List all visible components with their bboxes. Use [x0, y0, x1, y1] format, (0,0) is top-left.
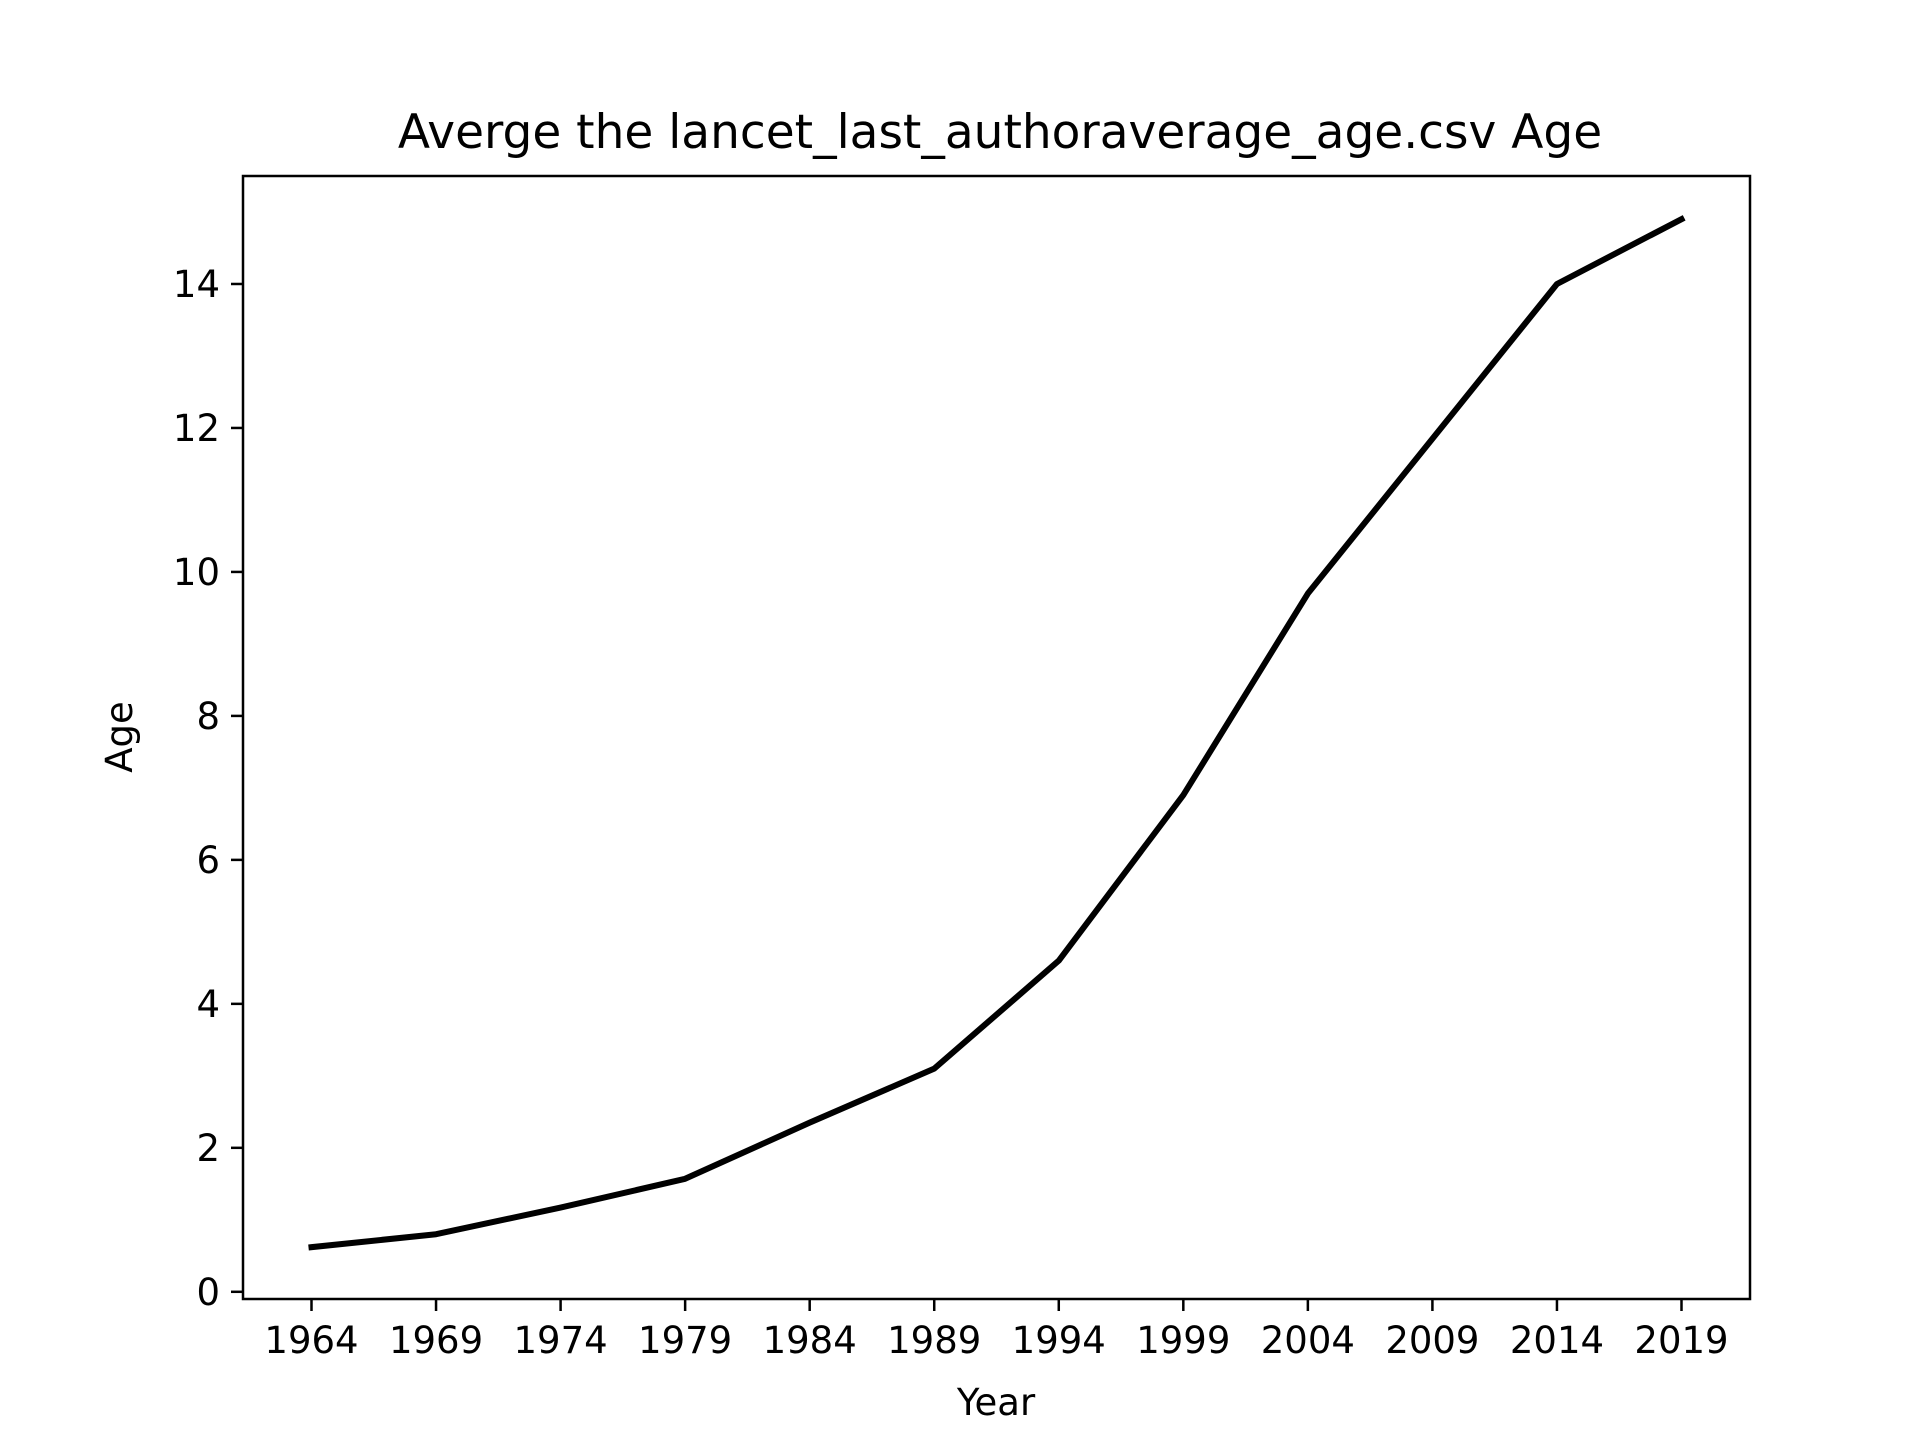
- data-point: [1556, 283, 1558, 285]
- y-tick-label: 2: [196, 1127, 220, 1170]
- x-tick-label: 1974: [514, 1319, 608, 1362]
- y-tick-label: 6: [196, 839, 220, 882]
- x-tick-label: 1969: [389, 1319, 483, 1362]
- data-point: [1681, 218, 1682, 220]
- y-tick-label: 14: [173, 263, 220, 306]
- series-line-0: [308, 215, 1686, 1251]
- x-tick-label: 2014: [1510, 1319, 1604, 1362]
- y-axis-label: Age: [98, 701, 141, 773]
- line-series-layer: [308, 215, 1686, 1251]
- y-tick-label: 8: [196, 695, 220, 738]
- y-tick-label: 0: [196, 1271, 220, 1314]
- data-point: [560, 1207, 562, 1209]
- x-axis-ticks: 1964 1969 1974 1979 1984 1989 1994 1999 2004 2009…: [264, 1299, 1729, 1362]
- y-tick-label: 10: [173, 551, 220, 594]
- plot-area-frame: [241, 174, 1752, 1301]
- chart-title: Averge the lancet_last_authoraverage_age…: [398, 105, 1602, 160]
- x-tick-label: 2009: [1385, 1319, 1479, 1362]
- data-point: [684, 1178, 686, 1180]
- data-point: [435, 1233, 437, 1235]
- x-tick-label: 1999: [1136, 1319, 1230, 1362]
- data-point: [933, 1068, 935, 1070]
- x-tick-label: 2019: [1634, 1319, 1728, 1362]
- x-tick-label: 1979: [638, 1319, 732, 1362]
- x-tick-label: 1964: [264, 1319, 358, 1362]
- x-tick-label: 1984: [763, 1319, 857, 1362]
- x-tick-label: 1989: [887, 1319, 981, 1362]
- data-point: [1058, 960, 1060, 962]
- y-tick-label: 12: [173, 407, 220, 450]
- y-tick-label: 4: [196, 983, 220, 1026]
- data-point: [1431, 438, 1433, 440]
- x-axis-label: Year: [956, 1381, 1036, 1424]
- data-point: [1307, 593, 1309, 595]
- x-tick-label: 2004: [1261, 1319, 1355, 1362]
- data-point: [1182, 794, 1184, 796]
- data-point: [311, 1246, 312, 1248]
- data-point: [809, 1122, 811, 1124]
- x-tick-label: 1994: [1012, 1319, 1106, 1362]
- y-axis-ticks: 0 2 4 6 8 10 12 14: [173, 263, 243, 1314]
